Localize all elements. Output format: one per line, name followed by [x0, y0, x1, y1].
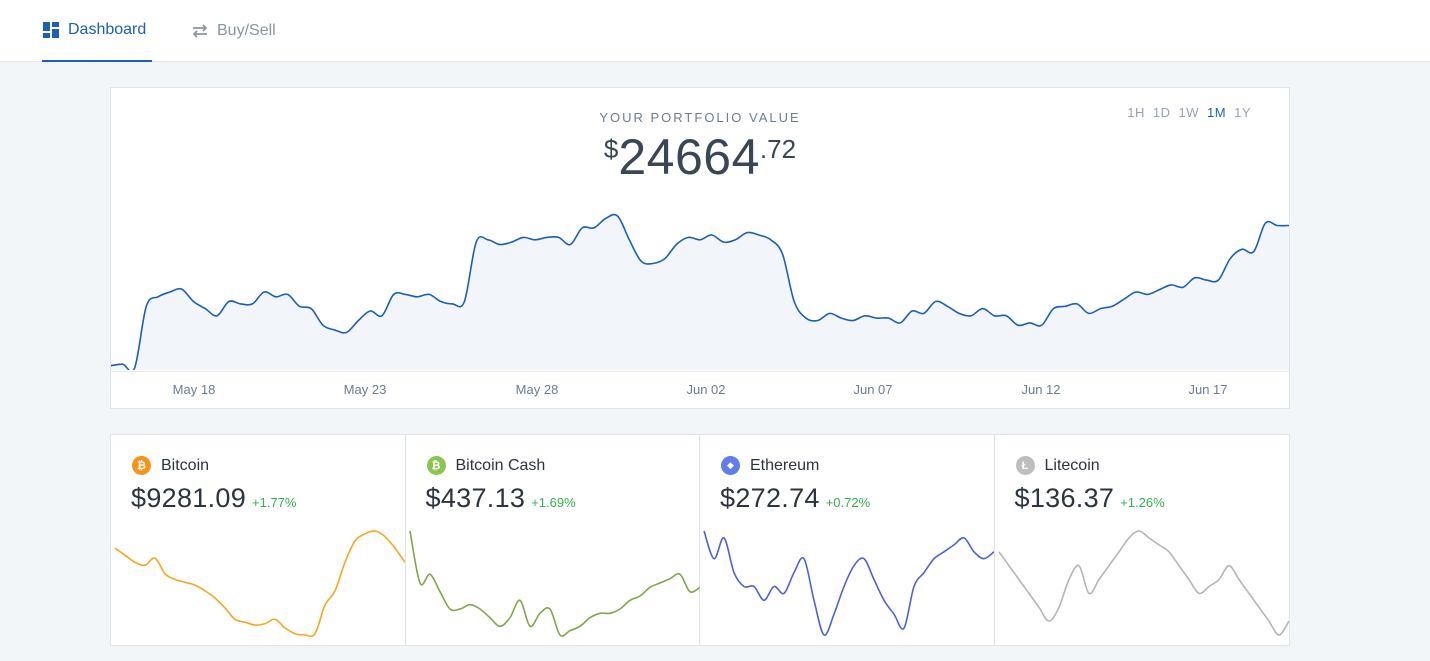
time-range-selector: 1H 1D 1W 1M 1Y	[1127, 105, 1251, 120]
coin-card-bitcoin-cash[interactable]: ₿ Bitcoin Cash $437.13 +1.69%	[406, 435, 700, 645]
coin-card-ethereum[interactable]: ◆ Ethereum $272.74 +0.72%	[700, 435, 995, 645]
coin-sparkline	[408, 530, 700, 637]
coin-header: ₿ Bitcoin	[132, 456, 209, 475]
tab-dashboard-label: Dashboard	[68, 21, 147, 38]
coin-price-row: $136.37 +1.26%	[1015, 483, 1165, 514]
top-navigation: Dashboard Buy/Sell	[0, 0, 1430, 62]
portfolio-title: YOUR PORTFOLIO VALUE	[599, 110, 801, 125]
sparkline-path	[114, 530, 405, 638]
coin-price: $437.13	[425, 483, 526, 513]
coin-price: $272.74	[720, 483, 820, 513]
coin-change: +1.26%	[1120, 495, 1165, 510]
coin-header: Ł Litecoin	[1015, 456, 1100, 475]
coin-sparkline	[997, 530, 1289, 636]
coin-price-row: $437.13 +1.69%	[426, 483, 576, 514]
range-1d[interactable]: 1D	[1152, 105, 1171, 120]
range-1h[interactable]: 1H	[1127, 105, 1145, 120]
coin-change: +0.72%	[825, 495, 871, 510]
coin-header: ₿ Bitcoin Cash	[426, 456, 546, 475]
coin-change: +1.69%	[531, 495, 576, 510]
swap-arrows-icon	[192, 24, 208, 38]
coin-price-row: $272.74 +0.72%	[720, 483, 870, 514]
portfolio-currency-symbol: $	[603, 134, 619, 164]
coin-sparkline	[703, 530, 994, 636]
coin-change: +1.77%	[252, 495, 297, 510]
tab-buy-sell[interactable]: Buy/Sell	[191, 0, 276, 62]
portfolio-value-decimal: .72	[759, 134, 797, 164]
bitcoin-cash-icon: ₿	[426, 456, 446, 475]
portfolio-value: $24664.72	[111, 128, 1289, 186]
x-tick-label: Jun 17	[1188, 382, 1228, 397]
x-tick-label: Jun 02	[686, 382, 726, 397]
portfolio-x-axis-labels: May 18 May 23 May 28 Jun 02 Jun 07 Jun 1…	[111, 382, 1289, 402]
portfolio-card: YOUR PORTFOLIO VALUE $24664.72 1H 1D 1W …	[110, 87, 1290, 409]
sparkline-path	[703, 530, 994, 636]
coin-name: Bitcoin	[161, 456, 210, 474]
coin-card-bitcoin[interactable]: ₿ Bitcoin $9281.09 +1.77%	[111, 435, 406, 645]
portfolio-chart-axis	[111, 371, 1289, 372]
dashboard-grid-icon	[43, 22, 59, 38]
coin-name: Bitcoin Cash	[455, 456, 546, 474]
range-1y[interactable]: 1Y	[1234, 105, 1251, 120]
x-tick-label: May 23	[343, 382, 387, 397]
x-tick-label: Jun 12	[1021, 382, 1061, 397]
range-1w[interactable]: 1W	[1178, 105, 1200, 120]
coin-cards: ₿ Bitcoin $9281.09 +1.77% ₿ Bitcoin Cash …	[110, 434, 1290, 646]
portfolio-value-integer: 24664	[618, 129, 760, 185]
tab-dashboard[interactable]: Dashboard	[42, 0, 152, 62]
litecoin-icon: Ł	[1015, 456, 1035, 475]
ethereum-icon: ◆	[721, 456, 740, 475]
range-1m[interactable]: 1M	[1207, 105, 1227, 120]
x-tick-label: May 28	[515, 382, 559, 397]
coin-price-row: $9281.09 +1.77%	[131, 483, 296, 514]
sparkline-path	[408, 530, 700, 637]
coin-price: $136.37	[1014, 483, 1115, 513]
x-tick-label: Jun 07	[853, 382, 893, 397]
portfolio-chart-area	[111, 214, 1289, 370]
tab-buy-sell-label: Buy/Sell	[217, 22, 276, 39]
x-tick-label: May 18	[172, 382, 216, 397]
bitcoin-icon: ₿	[132, 456, 151, 475]
portfolio-chart-line	[111, 213, 1289, 370]
portfolio-chart[interactable]	[111, 188, 1289, 370]
coin-price: $9281.09	[131, 483, 247, 513]
coin-header: ◆ Ethereum	[721, 456, 819, 475]
sparkline-path	[997, 530, 1289, 636]
coin-name: Ethereum	[750, 456, 820, 474]
coin-card-litecoin[interactable]: Ł Litecoin $136.37 +1.26%	[995, 435, 1290, 645]
coin-sparkline	[114, 530, 405, 638]
coin-name: Litecoin	[1044, 456, 1100, 474]
